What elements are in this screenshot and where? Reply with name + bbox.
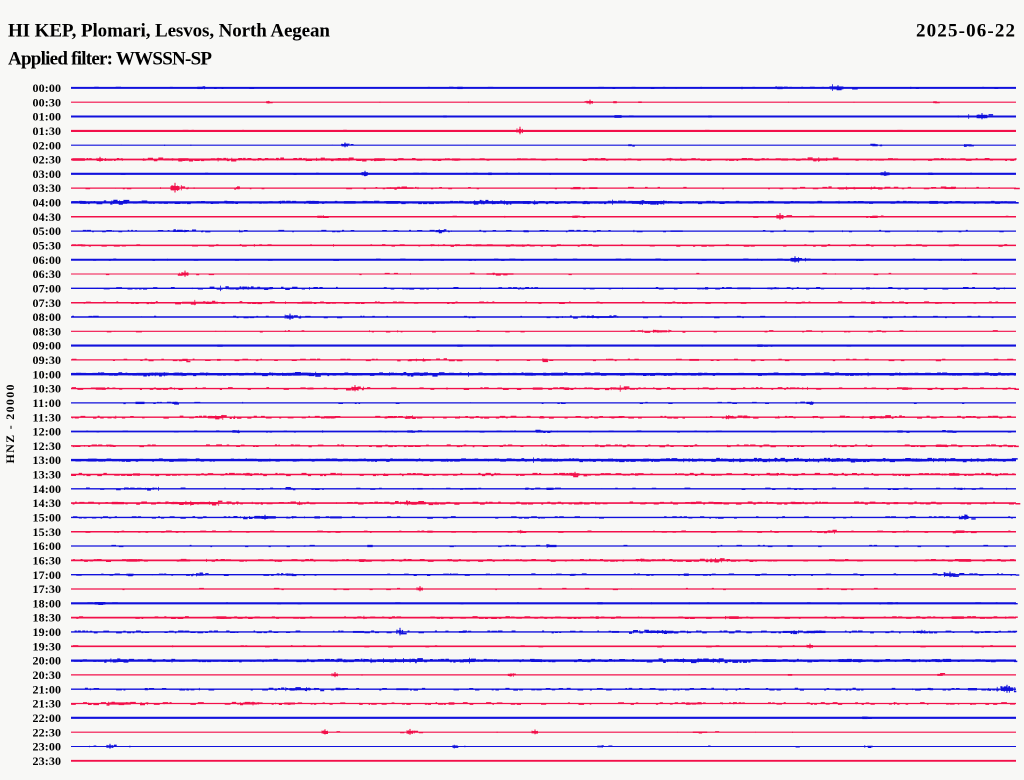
svg-text:18:30: 18:30: [33, 611, 62, 625]
svg-text:11:00: 11:00: [33, 396, 62, 410]
svg-text:13:30: 13:30: [33, 468, 62, 482]
svg-text:09:30: 09:30: [33, 353, 62, 367]
svg-text:01:30: 01:30: [33, 124, 62, 138]
svg-text:06:30: 06:30: [33, 267, 62, 281]
svg-text:09:00: 09:00: [33, 339, 62, 353]
svg-text:04:00: 04:00: [33, 196, 62, 210]
svg-text:13:00: 13:00: [33, 453, 62, 467]
svg-text:17:30: 17:30: [33, 582, 62, 596]
svg-text:23:30: 23:30: [33, 754, 62, 768]
svg-text:05:00: 05:00: [33, 224, 62, 238]
svg-text:01:00: 01:00: [33, 110, 62, 124]
svg-text:19:00: 19:00: [33, 625, 62, 639]
svg-text:2025-06-22: 2025-06-22: [916, 21, 1015, 42]
svg-text:02:00: 02:00: [33, 138, 62, 152]
svg-text:15:30: 15:30: [33, 525, 62, 539]
svg-text:HNZ - 20000: HNZ - 20000: [3, 385, 17, 464]
svg-text:20:30: 20:30: [33, 668, 62, 682]
svg-text:04:30: 04:30: [33, 210, 62, 224]
svg-text:16:30: 16:30: [33, 554, 62, 568]
svg-text:14:00: 14:00: [33, 482, 62, 496]
svg-text:11:30: 11:30: [33, 410, 62, 424]
svg-text:17:00: 17:00: [33, 568, 62, 582]
svg-text:21:00: 21:00: [33, 682, 62, 696]
svg-text:HI KEP, Plomari, Lesvos, North: HI KEP, Plomari, Lesvos, North Aegean: [8, 21, 330, 42]
svg-text:03:30: 03:30: [33, 181, 62, 195]
svg-text:10:00: 10:00: [33, 367, 62, 381]
svg-text:00:00: 00:00: [33, 81, 62, 95]
svg-text:14:30: 14:30: [33, 496, 62, 510]
svg-text:23:00: 23:00: [33, 740, 62, 754]
svg-text:08:30: 08:30: [33, 324, 62, 338]
svg-text:06:00: 06:00: [33, 253, 62, 267]
svg-text:21:30: 21:30: [33, 697, 62, 711]
svg-text:02:30: 02:30: [33, 153, 62, 167]
svg-text:19:30: 19:30: [33, 639, 62, 653]
svg-text:22:30: 22:30: [33, 725, 62, 739]
svg-text:05:30: 05:30: [33, 239, 62, 253]
svg-text:03:00: 03:00: [33, 167, 62, 181]
svg-text:12:00: 12:00: [33, 425, 62, 439]
svg-text:10:30: 10:30: [33, 382, 62, 396]
svg-text:08:00: 08:00: [33, 310, 62, 324]
svg-text:16:00: 16:00: [33, 539, 62, 553]
svg-text:18:00: 18:00: [33, 596, 62, 610]
svg-text:Applied filter: WWSSN-SP: Applied filter: WWSSN-SP: [8, 49, 212, 70]
svg-text:12:30: 12:30: [33, 439, 62, 453]
svg-text:22:00: 22:00: [33, 711, 62, 725]
svg-text:00:30: 00:30: [33, 95, 62, 109]
svg-text:15:00: 15:00: [33, 511, 62, 525]
svg-text:07:30: 07:30: [33, 296, 62, 310]
svg-text:20:00: 20:00: [33, 654, 62, 668]
svg-text:07:00: 07:00: [33, 281, 62, 295]
